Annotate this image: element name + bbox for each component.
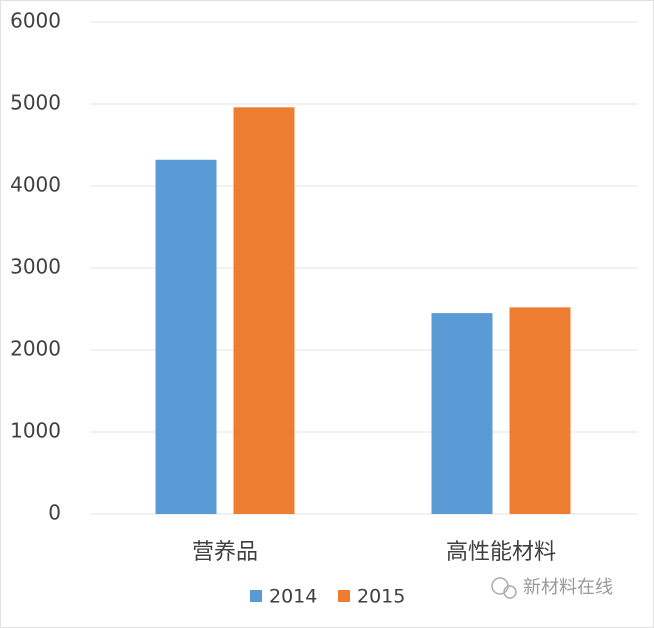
x-tick-label: 营养品 [192,540,258,565]
bar [431,313,493,514]
watermark-icon [503,585,517,599]
bar [155,159,217,514]
y-tick-label: 3000 [10,255,61,279]
bar [233,107,295,514]
y-tick-label: 4000 [10,173,61,197]
x-tick-label: 高性能材料 [446,540,556,565]
legend-swatch [250,590,262,602]
y-tick-label: 1000 [10,419,61,443]
y-tick-label: 0 [48,501,61,525]
legend-label: 2015 [357,586,405,608]
watermark: 新材料在线 [523,577,613,598]
legend-label: 2014 [269,586,317,608]
legend-swatch [338,590,350,602]
y-tick-label: 5000 [10,91,61,115]
bar [509,307,571,514]
y-tick-label: 2000 [10,337,61,361]
y-tick-label: 6000 [10,9,61,33]
